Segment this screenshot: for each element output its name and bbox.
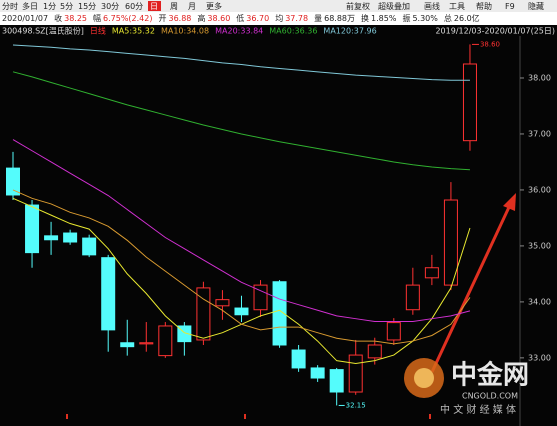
toolbar-item: 30分 [101, 2, 119, 11]
toolbar-item: 帮助 [476, 1, 492, 11]
legend-item: MA120:37.96 [323, 27, 376, 36]
toolbar-item: 更多 [206, 1, 222, 11]
candle-body [82, 237, 97, 256]
legend-item: MA10:34.08 [161, 27, 209, 36]
low-label: 32.15 [346, 401, 366, 409]
date-range: 2019/12/03-2020/01/07(25日) [435, 27, 555, 36]
arrow [430, 204, 512, 373]
toolbar-item: 超级叠加 [378, 1, 410, 11]
candle-body [443, 199, 458, 286]
candle-body [462, 63, 477, 142]
y-tick-label: 34.00 [528, 297, 551, 306]
candle-body [120, 342, 135, 348]
symbol: 300498.SZ[温氏股份] [2, 26, 84, 36]
legend-item: MA60:36.36 [269, 27, 317, 36]
quote-date: 2020/01/07 [2, 14, 48, 23]
quote-label: 量 [314, 14, 322, 23]
y-tick-label: 33.00 [528, 353, 551, 362]
candle-body [6, 167, 20, 196]
quote-label: 振 [402, 13, 410, 23]
candle-body [348, 354, 363, 393]
candle-body [44, 235, 59, 241]
ma-line [12, 71, 470, 171]
candle-body [291, 349, 306, 369]
candle-body [139, 342, 154, 345]
quote-bg [0, 12, 557, 25]
ma-line [12, 139, 471, 322]
quote-value: 36.70 [246, 14, 269, 23]
toolbar-item: 1分 [43, 2, 56, 11]
toolbar-item: 前复权 [346, 1, 370, 11]
toolbar-item: 画线 [424, 1, 440, 11]
y-tick-label: 37.00 [528, 129, 551, 138]
quote-label: 均 [275, 13, 283, 23]
toolbar-item: 日 [150, 2, 158, 11]
candle-body [367, 344, 382, 359]
candle-body [25, 204, 40, 254]
candle-body [158, 325, 173, 357]
toolbar-item: F9 [505, 2, 515, 11]
toolbar-item: 隐藏 [528, 1, 544, 11]
quote-value: 6.75%(2.42) [103, 14, 152, 23]
ma-line [12, 44, 470, 81]
period: 日线 [90, 26, 106, 36]
candle-body [310, 367, 325, 379]
watermark-name: 中金网 [451, 360, 529, 391]
quote-value: 38.60 [207, 14, 230, 23]
toolbar-item: 工具 [449, 2, 465, 11]
watermark-slogan: 中 文 财 经 媒 体 [440, 403, 516, 416]
high-label: 38.60 [480, 40, 500, 48]
quote-label: 低 [236, 13, 244, 23]
quote-label: 总 [444, 13, 452, 23]
toolbar-item: 周 [170, 2, 178, 11]
ma-line [12, 189, 471, 345]
quote-value: 26.0亿 [454, 13, 480, 23]
candle-body [234, 307, 249, 316]
candle-body [386, 322, 401, 341]
y-tick-label: 35.00 [528, 241, 551, 250]
toolbar-item: 5分 [60, 2, 73, 11]
quote-label: 幅 [93, 13, 101, 23]
toolbar-selected [148, 1, 161, 11]
toolbar-bg [0, 0, 557, 12]
arrow-head [503, 193, 516, 211]
candle-body [63, 232, 78, 243]
quote-label: 高 [197, 13, 205, 23]
candle-body [424, 267, 439, 279]
toolbar-item: 分时 [2, 1, 18, 11]
watermark-site: CNGOLD.COM [462, 392, 518, 401]
candle-body [329, 369, 344, 393]
candle-body [253, 284, 268, 311]
y-tick-label: 38.00 [528, 73, 551, 82]
quote-value: 37.78 [285, 14, 308, 23]
quote-value: 36.88 [168, 14, 191, 23]
quote-value: 5.30% [412, 14, 438, 23]
quote-label: 收 [54, 13, 62, 23]
legend-item: MA20:33.84 [215, 27, 263, 36]
toolbar-item: 60分 [125, 2, 143, 11]
toolbar-item: 月 [188, 2, 196, 11]
candle-body [405, 284, 420, 311]
toolbar-item: 多日 [22, 1, 38, 11]
quote-value: 1.85% [371, 14, 397, 23]
y-tick-label: 36.00 [528, 185, 551, 194]
marker [244, 414, 246, 419]
quote-label: 开 [158, 14, 166, 23]
toolbar-item: 15分 [78, 2, 96, 11]
marker [429, 414, 431, 419]
candle-body [215, 299, 230, 307]
legend-item: MA5:35.32 [112, 27, 155, 36]
candle-body [101, 257, 116, 331]
quote-value: 38.25 [64, 14, 87, 23]
quote-label: 换 [361, 13, 369, 23]
quote-value: 68.88万 [324, 14, 355, 23]
logo-inner [414, 368, 434, 388]
marker [66, 414, 68, 419]
